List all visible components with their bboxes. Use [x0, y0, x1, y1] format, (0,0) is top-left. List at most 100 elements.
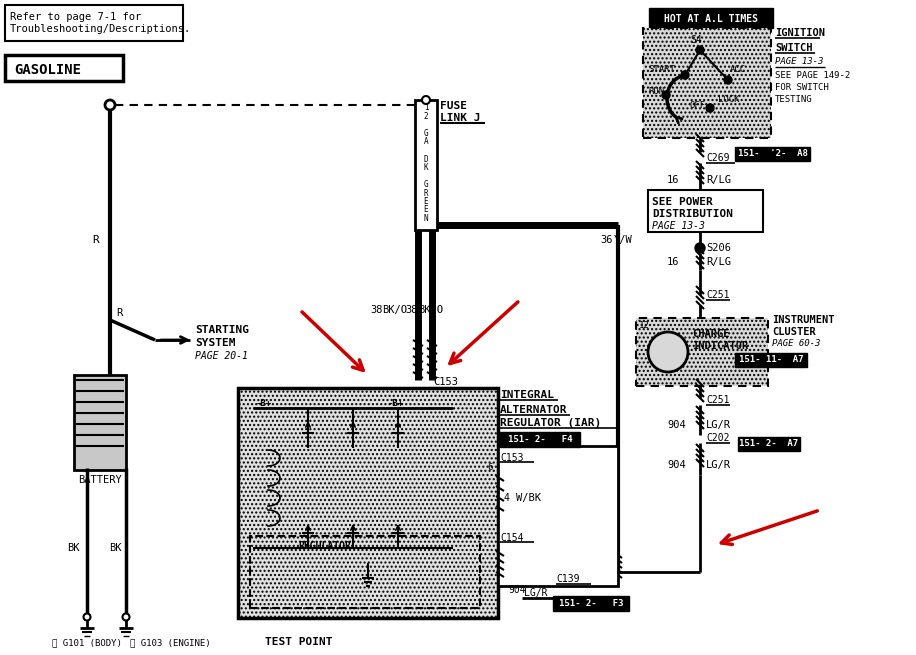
Text: R/LG: R/LG	[706, 175, 731, 185]
Circle shape	[648, 332, 688, 372]
Text: 151-  '2-  A8: 151- '2- A8	[737, 149, 807, 159]
Text: OFF: OFF	[690, 100, 706, 109]
Circle shape	[706, 104, 714, 112]
Text: INSTRUMENT: INSTRUMENT	[772, 315, 834, 325]
Text: C139: C139	[556, 574, 580, 584]
Text: LG/R: LG/R	[706, 420, 731, 430]
Text: 904: 904	[667, 460, 686, 470]
Text: K: K	[424, 163, 429, 172]
Text: STARTING: STARTING	[195, 325, 249, 335]
Bar	[5, 5, 183, 41]
Circle shape	[695, 243, 705, 253]
Text: -B+: -B+	[388, 398, 404, 407]
Text: S206: S206	[706, 243, 731, 253]
Text: 2: 2	[424, 112, 429, 121]
Text: C251: C251	[706, 395, 729, 405]
Text: PAGE 13-3: PAGE 13-3	[652, 221, 705, 231]
Bar	[735, 147, 810, 161]
Text: REGULATOR: REGULATOR	[298, 541, 351, 551]
Text: PAGE 20-1: PAGE 20-1	[195, 351, 248, 361]
Text: R/LG: R/LG	[706, 257, 731, 267]
Bar	[643, 28, 771, 138]
Text: 36: 36	[600, 235, 613, 245]
Text: HOT AT A.L TIMES: HOT AT A.L TIMES	[664, 14, 758, 24]
Text: BK/O: BK/O	[418, 305, 443, 315]
Circle shape	[724, 76, 732, 84]
Bar	[636, 318, 768, 386]
Text: R: R	[92, 235, 99, 245]
Text: 151- 11-  A7: 151- 11- A7	[738, 356, 803, 364]
Text: Refer to page 7-1 for: Refer to page 7-1 for	[10, 12, 141, 22]
Text: REGULATOR (IAR): REGULATOR (IAR)	[500, 418, 601, 428]
Text: 1: 1	[424, 103, 429, 113]
Bar	[74, 375, 126, 470]
Text: R: R	[116, 308, 122, 318]
Bar	[5, 55, 123, 81]
Text: C153: C153	[433, 377, 458, 387]
Circle shape	[422, 96, 430, 104]
Text: 904: 904	[508, 585, 526, 595]
Text: G: G	[424, 180, 429, 189]
Circle shape	[681, 71, 689, 79]
Text: ALTERNATOR: ALTERNATOR	[500, 405, 568, 415]
Circle shape	[662, 91, 670, 99]
Text: FOR SWITCH: FOR SWITCH	[775, 83, 829, 92]
Text: S4: S4	[690, 35, 702, 45]
Text: IGNITION: IGNITION	[775, 28, 825, 38]
Text: C154: C154	[500, 533, 524, 543]
Text: 16: 16	[667, 175, 680, 185]
Text: C153: C153	[500, 453, 524, 463]
Text: PAGE 13-3: PAGE 13-3	[775, 58, 823, 67]
Bar	[498, 446, 618, 586]
Bar	[649, 8, 773, 28]
Bar	[648, 190, 763, 232]
Text: INDICATOR: INDICATOR	[692, 341, 748, 351]
Text: SEE PAGE 149-2: SEE PAGE 149-2	[775, 71, 850, 81]
Text: ⏚ G101 (BODY): ⏚ G101 (BODY)	[52, 639, 122, 648]
Text: 4: 4	[503, 493, 509, 503]
Text: 12: 12	[639, 322, 649, 331]
Circle shape	[696, 46, 704, 54]
Text: LG/R: LG/R	[706, 460, 731, 470]
Text: LG/R: LG/R	[524, 588, 548, 598]
Text: 16: 16	[667, 257, 680, 267]
Text: ACC: ACC	[730, 66, 747, 75]
Text: CHARGE: CHARGE	[692, 329, 729, 339]
Text: BK/O: BK/O	[382, 305, 407, 315]
Text: DISTRIBUTION: DISTRIBUTION	[652, 209, 733, 219]
Text: N: N	[424, 214, 429, 223]
Bar	[500, 432, 580, 447]
Text: SEE POWER: SEE POWER	[652, 197, 713, 207]
Text: 38: 38	[370, 305, 383, 315]
Bar	[238, 388, 498, 618]
Text: TEST POINT: TEST POINT	[265, 637, 333, 647]
Text: C269: C269	[706, 153, 729, 163]
Circle shape	[105, 100, 115, 110]
Text: START: START	[648, 66, 675, 75]
Text: A: A	[424, 138, 429, 147]
Text: TESTING: TESTING	[775, 96, 812, 105]
Text: D: D	[424, 155, 429, 164]
Bar	[250, 536, 480, 608]
Text: C251: C251	[706, 290, 729, 300]
Text: -B+: -B+	[256, 398, 272, 407]
Text: FUSE: FUSE	[440, 101, 467, 111]
Text: Troubleshooting/Descriptions.: Troubleshooting/Descriptions.	[10, 24, 191, 34]
Text: CLUSTER: CLUSTER	[772, 327, 816, 337]
Text: C202: C202	[706, 433, 729, 443]
Text: PAGE 60-3: PAGE 60-3	[772, 339, 821, 348]
Circle shape	[83, 614, 91, 620]
Text: BK: BK	[67, 543, 80, 553]
Text: SYSTEM: SYSTEM	[195, 338, 235, 348]
Text: RUN: RUN	[648, 88, 664, 96]
Text: SWITCH: SWITCH	[775, 43, 812, 53]
Text: 38: 38	[405, 305, 418, 315]
Text: BK: BK	[109, 543, 122, 553]
Text: LOCK: LOCK	[718, 96, 739, 105]
Text: ⏚ G103 (ENGINE): ⏚ G103 (ENGINE)	[130, 639, 211, 648]
Text: BATTERY: BATTERY	[78, 475, 122, 485]
Text: E: E	[424, 197, 429, 206]
Text: W/BK: W/BK	[516, 493, 541, 503]
Text: 151- 2-   F4: 151- 2- F4	[507, 435, 572, 444]
Text: R: R	[424, 189, 429, 198]
